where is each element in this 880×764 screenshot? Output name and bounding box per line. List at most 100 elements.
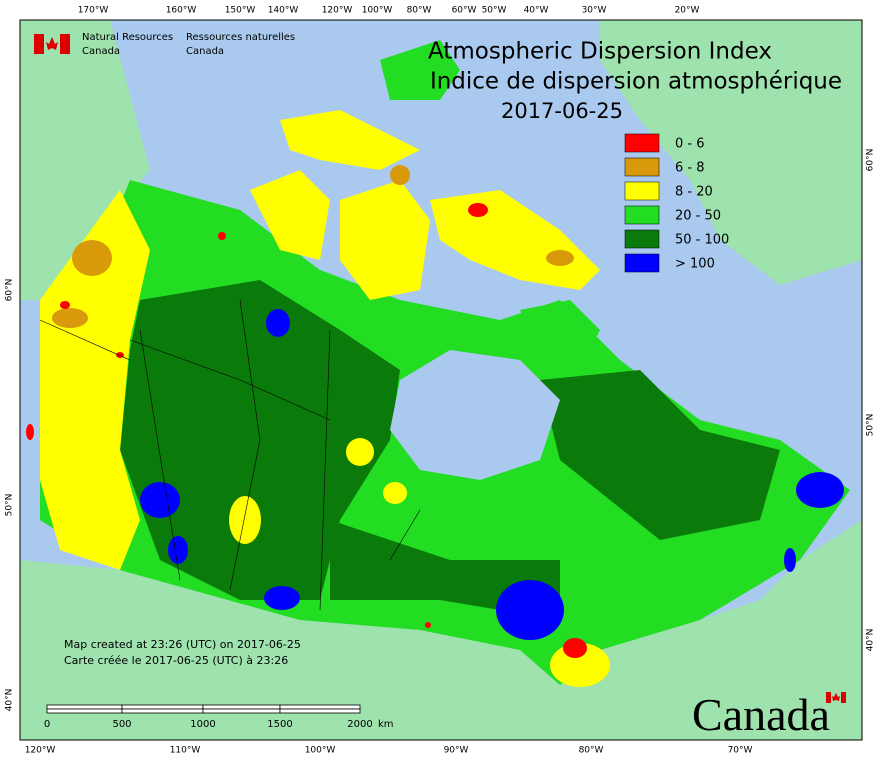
region-over-100 [140,482,180,518]
hudson-bay [390,350,560,480]
legend-label: 20 - 50 [675,209,721,224]
lon-label: 30°W [582,6,607,16]
lat-label: 60°N [5,279,15,302]
lon-label: 70°W [728,746,753,756]
title: Indice de dispersion atmosphérique [430,69,842,95]
flag-leaf [832,693,840,701]
lon-label: 80°W [579,746,604,756]
region-6-8 [72,240,112,276]
region-8-20 [40,190,150,570]
map-body [20,20,862,740]
region-over-100 [264,586,300,610]
region-0-6 [26,424,34,440]
org-fr: Canada [186,46,224,57]
date: 2017-06-25 [501,99,623,123]
region-50-100 [540,370,780,540]
arctic-island [250,170,330,260]
border [139,329,181,581]
border [229,299,261,591]
region-0-6 [218,232,226,240]
legend-label: 6 - 8 [675,161,705,176]
region-over-100 [168,536,188,564]
scale-label: 0 [44,719,50,730]
baffin [520,300,600,370]
border [319,329,331,611]
region-over-100 [496,580,564,640]
legend-swatch [624,229,660,249]
legend-label: > 100 [675,257,715,272]
lon-label: 140°W [268,6,299,16]
scale-label: 1000 [190,719,215,730]
greenland-tip [380,40,460,100]
note: Carte créée le 2017-06-25 (UTC) à 23:26 [64,654,288,667]
scale-segment [121,704,204,710]
wordmark-text: Canada [692,689,830,740]
org-en: Natural Resources [82,32,173,43]
region-6-8 [546,250,574,266]
region-over-100 [796,472,844,508]
lon-label: 50°W [482,6,507,16]
lon-label: 120°W [322,6,353,16]
usa [20,520,862,740]
flag-bar [841,692,846,703]
region-6-8 [52,308,88,328]
scale-label: 1500 [267,719,292,730]
legend-label: 50 - 100 [675,233,729,248]
scale-segment [46,704,123,710]
lon-label: 20°W [675,6,700,16]
region-8-20 [383,482,407,504]
region-8-20 [229,496,261,544]
region-over-100 [784,548,796,572]
border [389,509,421,561]
region-0-6 [425,622,431,628]
legend-label: 8 - 20 [675,185,713,200]
flag-bar [34,34,44,54]
border [129,339,331,421]
note: Map created at 23:26 (UTC) on 2017-06-25 [64,638,301,651]
lon-label: 90°W [444,746,469,756]
legend: 0 - 6 6 - 8 8 - 20 20 - 50 50 - 100 > 100 [624,133,729,273]
scale-label: 2000 [347,719,372,730]
lon-label: 160°W [166,6,197,16]
org-en: Canada [82,46,120,57]
lon-label: 100°W [362,6,393,16]
legend-swatch [624,253,660,273]
greenland [600,20,862,285]
scale-segment [121,708,204,714]
lon-label: 60°W [452,6,477,16]
legend-label: 0 - 6 [675,137,705,152]
lon-label: 110°W [170,746,201,756]
lon-label: 170°W [78,6,109,16]
border [39,319,131,361]
lon-label: 120°W [25,746,56,756]
flag-bar [60,34,70,54]
lat-label: 50°N [5,494,15,517]
wordmark [826,692,846,703]
region-over-100 [266,309,290,337]
title: Atmospheric Dispersion Index [428,39,772,65]
legend-swatch [624,157,660,177]
legend-swatch [624,205,660,225]
scale-segment [46,708,123,714]
graticule-labels: 170°W 160°W 150°W 140°W 120°W 100°W 80°W 60°W 50… [5,6,876,756]
region-0-6 [60,301,70,309]
scale-unit: km [378,719,394,730]
lat-label: 40°N [5,689,15,712]
arctic-island [280,110,420,170]
scale-bar: 0 500 1000 1500 2000 km [44,704,394,730]
scale-segment [279,704,361,710]
region-0-6 [468,203,488,217]
region-0-6 [563,638,587,658]
legend-swatch [624,181,660,201]
region-6-8 [390,165,410,185]
scale-label: 500 [112,719,131,730]
region-8-20 [346,438,374,466]
lon-label: 40°W [524,6,549,16]
lat-label: 50°N [866,414,876,437]
arctic-island [340,180,430,300]
frame [19,19,863,741]
scale-segment [202,704,281,710]
lon-label: 100°W [305,746,336,756]
